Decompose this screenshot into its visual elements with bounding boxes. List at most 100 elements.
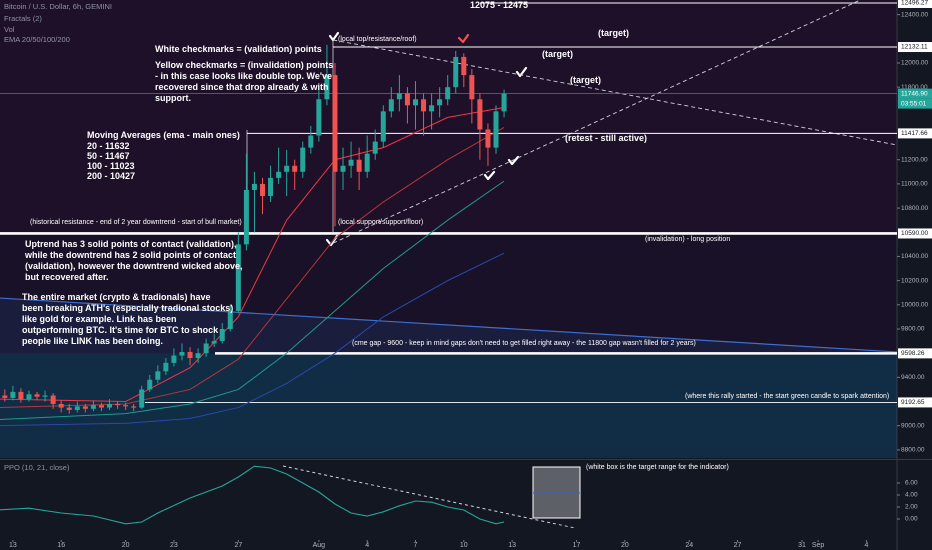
x-tick-label: 4 [365, 542, 369, 549]
ema-line [0, 106, 505, 403]
bg-upper [0, 0, 897, 234]
x-tick-label: 31 [798, 542, 806, 549]
x-tick-label: 20 [621, 542, 629, 549]
x-tick-label: Aug [313, 542, 326, 549]
level-label-bg [898, 348, 932, 359]
level-label-bg [898, 42, 932, 53]
y-tick-label: 12400.00 [901, 11, 928, 18]
candle-body [380, 111, 386, 142]
candle-body [74, 406, 80, 410]
candle-body [461, 56, 467, 76]
candle-body [155, 371, 161, 380]
level-label: 12496.27 [901, 0, 928, 7]
candle-body [404, 93, 410, 106]
x-tick-label: 13 [9, 542, 17, 549]
candle-body [26, 394, 32, 400]
note: Uptrend has 3 solid points of contact (v… [25, 239, 243, 282]
ma-line: 100 - 11023 [87, 161, 135, 171]
note: (target) [542, 49, 573, 59]
candle-body [372, 141, 378, 154]
candle-body [219, 328, 225, 342]
y-tick-label: 9000.00 [901, 422, 925, 429]
candle-body [66, 407, 72, 410]
candle-body [284, 165, 290, 172]
candle-body [445, 87, 451, 100]
candle-body [396, 93, 402, 100]
y-tick-label: 11000.00 [901, 181, 928, 188]
candle-body [300, 147, 306, 172]
candle-body [332, 75, 338, 172]
candle-body [268, 177, 274, 196]
note: (where this rally started - the start gr… [685, 393, 890, 400]
candle-body [203, 343, 209, 354]
check-white [515, 66, 528, 78]
level-label: 9192.65 [901, 399, 925, 406]
candle-body [412, 99, 418, 106]
note: White checkmarks = (validation) points [155, 44, 322, 54]
ma-line: 200 - 10427 [87, 171, 136, 181]
note: The entire market (crypto & tradionals) … [22, 292, 234, 346]
ma-title: Moving Averages (ema - main ones) [87, 130, 240, 140]
candle-body [147, 379, 153, 390]
indicator-label: Vol [4, 25, 15, 34]
y-tick-label: 10000.00 [901, 302, 928, 309]
x-tick-label: 20 [122, 542, 130, 549]
x-tick-label: Sep [812, 542, 825, 549]
ppo-line [0, 465, 505, 525]
y-tick-label: 8800.00 [901, 447, 925, 454]
level-label: 12132.11 [901, 44, 928, 51]
ma-line: 50 - 11467 [87, 151, 130, 161]
candle-body [324, 75, 330, 100]
candle-body [195, 353, 201, 359]
candle-body [18, 391, 24, 400]
note: (local support/support/floor) [338, 219, 424, 226]
trendline [333, 39, 898, 146]
y-tick-label: 11800.00 [901, 84, 928, 91]
level-label-bg [898, 397, 932, 408]
candle-body [58, 403, 64, 408]
note: Yellow checkmarks = (invalidation) point… [155, 60, 334, 103]
bg-lower [0, 353, 897, 458]
candle-body [107, 403, 113, 408]
candle-body [227, 310, 233, 329]
check-white [483, 170, 496, 181]
checkmarks [325, 31, 528, 247]
candle-body [90, 405, 96, 409]
candle-body [340, 165, 346, 172]
candle-body [421, 99, 427, 112]
y-tick-label: 10400.00 [901, 253, 928, 260]
x-tick-label: 4 [864, 542, 868, 549]
x-tick-label: 27 [734, 542, 742, 549]
note: (invalidation) - long position [645, 236, 731, 243]
axis-bg [897, 0, 932, 550]
check-red [457, 33, 470, 44]
indicator-label: EMA 20/50/100/200 [4, 35, 70, 44]
ppo-tick-label: 6.00 [905, 480, 918, 487]
ppo-tick-label: 2.00 [905, 504, 918, 511]
ema-line [0, 127, 505, 408]
candle-body [388, 99, 394, 112]
ma-line: 20 - 11632 [87, 141, 130, 151]
candle-body [453, 56, 459, 88]
candle-body [316, 99, 322, 136]
y-tick-label: 9400.00 [901, 374, 925, 381]
candle-body [292, 165, 298, 172]
candle-body [348, 159, 354, 166]
candle-body [429, 105, 435, 112]
countdown: 03:55:01 [901, 100, 927, 107]
candle-body [356, 159, 362, 172]
candle-body [187, 351, 193, 359]
candle-body [139, 389, 145, 408]
ema-line [0, 252, 505, 427]
candle-body [211, 341, 217, 344]
candle-body [115, 403, 121, 406]
level-label-bg [898, 88, 932, 99]
candle-body [437, 99, 443, 106]
candle-body [123, 405, 129, 407]
ppo-tick-label: 0.00 [905, 516, 918, 523]
candle-body [163, 362, 169, 372]
candle-body [171, 355, 177, 363]
candle-body [243, 189, 249, 245]
symbol-title: Bitcoin / U.S. Dollar, 6h, GEMINI [4, 2, 112, 11]
